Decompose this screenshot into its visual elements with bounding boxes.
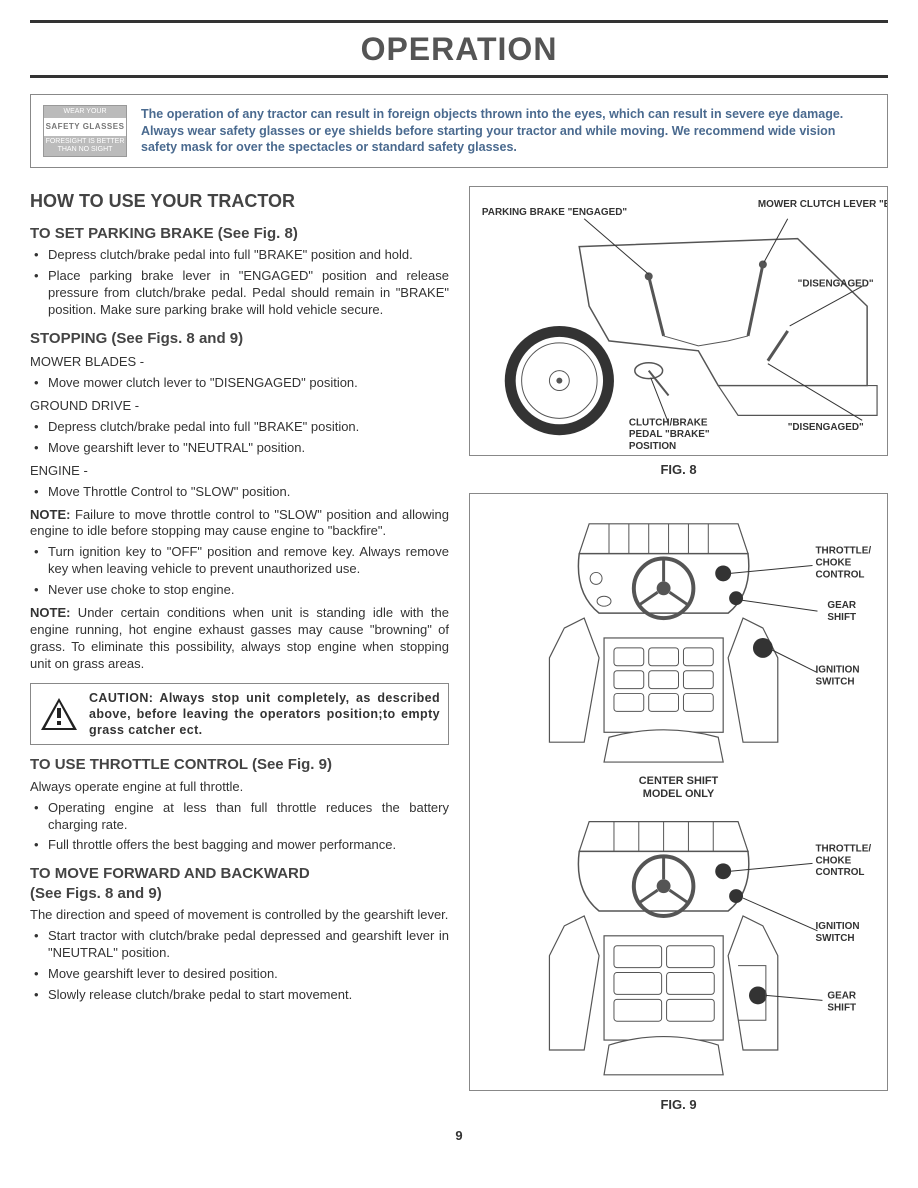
fig8-diagram: PARKING BRAKE "ENGAGED" MOWER CLUTCH LEV… — [470, 187, 887, 455]
note-text: Failure to move throttle control to "SLO… — [30, 507, 449, 539]
throttle-intro: Always operate engine at full throttle. — [30, 779, 449, 796]
note-label: NOTE: — [30, 507, 70, 522]
throttle-heading: TO USE THROTTLE CONTROL (See Fig. 9) — [30, 755, 449, 775]
move-list: Start tractor with clutch/brake pedal de… — [30, 928, 449, 1004]
move-heading-line2: (See Figs. 8 and 9) — [30, 885, 162, 902]
svg-text:IGNITION: IGNITION — [816, 921, 860, 932]
list-item: Operating engine at less than full throt… — [30, 800, 449, 834]
stopping-heading: STOPPING (See Figs. 8 and 9) — [30, 329, 449, 349]
caution-text: CAUTION: Always stop unit completely, as… — [89, 690, 440, 739]
svg-text:THROTTLE/: THROTTLE/ — [816, 844, 872, 855]
svg-text:SHIFT: SHIFT — [827, 612, 856, 623]
warning-label-mid: SAFETY GLASSES — [44, 118, 126, 136]
throttle-list: Operating engine at less than full throt… — [30, 800, 449, 855]
how-to-use-heading: HOW TO USE YOUR TRACTOR — [30, 190, 449, 213]
left-column: HOW TO USE YOUR TRACTOR TO SET PARKING B… — [30, 186, 449, 1009]
engine-list-2: Turn ignition key to "OFF" position and … — [30, 544, 449, 599]
svg-text:PEDAL "BRAKE": PEDAL "BRAKE" — [629, 430, 710, 441]
warning-box: WEAR YOUR SAFETY GLASSES FORESIGHT IS BE… — [30, 94, 888, 169]
svg-text:CENTER SHIFT: CENTER SHIFT — [639, 775, 719, 787]
move-heading: TO MOVE FORWARD AND BACKWARD (See Figs. … — [30, 864, 449, 903]
note-text: Under certain conditions when unit is st… — [30, 605, 449, 671]
svg-text:THROTTLE/: THROTTLE/ — [816, 546, 872, 557]
page-title: OPERATION — [30, 29, 888, 71]
warning-label-bottom: FORESIGHT IS BETTER THAN NO SIGHT — [44, 136, 126, 157]
page-number: 9 — [30, 1128, 888, 1145]
svg-text:IGNITION: IGNITION — [816, 665, 860, 676]
note-1: NOTE: Failure to move throttle control t… — [30, 507, 449, 541]
svg-text:CONTROL: CONTROL — [816, 868, 865, 879]
svg-text:SWITCH: SWITCH — [816, 677, 855, 688]
warning-text: The operation of any tractor can result … — [141, 106, 875, 157]
note-label: NOTE: — [30, 605, 70, 620]
svg-text:GEAR: GEAR — [827, 600, 856, 611]
svg-text:SWITCH: SWITCH — [816, 933, 855, 944]
mower-blades-list: Move mower clutch lever to "DISENGAGED" … — [30, 375, 449, 392]
note-2: NOTE: Under certain conditions when unit… — [30, 605, 449, 673]
top-rule — [30, 20, 888, 23]
list-item: Depress clutch/brake pedal into full "BR… — [30, 247, 449, 264]
list-item: Start tractor with clutch/brake pedal de… — [30, 928, 449, 962]
parking-brake-list: Depress clutch/brake pedal into full "BR… — [30, 247, 449, 319]
engine-list-1: Move Throttle Control to "SLOW" position… — [30, 484, 449, 501]
list-item: Place parking brake lever in "ENGAGED" p… — [30, 268, 449, 319]
fig9-diagram: THROTTLE/ CHOKE CONTROL GEAR SHIFT IGNIT… — [470, 494, 887, 1090]
svg-text:MOWER CLUTCH LEVER "ENGAGED": MOWER CLUTCH LEVER "ENGAGED" — [758, 199, 887, 210]
list-item: Never use choke to stop engine. — [30, 582, 449, 599]
list-item: Move Throttle Control to "SLOW" position… — [30, 484, 449, 501]
move-heading-line1: TO MOVE FORWARD AND BACKWARD — [30, 865, 310, 882]
list-item: Slowly release clutch/brake pedal to sta… — [30, 987, 449, 1004]
mower-blades-label: MOWER BLADES - — [30, 354, 449, 371]
list-item: Full throttle offers the best bagging an… — [30, 837, 449, 854]
svg-text:GEAR: GEAR — [827, 991, 856, 1002]
warning-label-top: WEAR YOUR — [44, 106, 126, 118]
engine-label: ENGINE - — [30, 463, 449, 480]
ground-drive-list: Depress clutch/brake pedal into full "BR… — [30, 419, 449, 457]
svg-text:CHOKE: CHOKE — [816, 856, 852, 867]
two-column-layout: HOW TO USE YOUR TRACTOR TO SET PARKING B… — [30, 186, 888, 1128]
list-item: Move gearshift lever to desired position… — [30, 966, 449, 983]
parking-brake-heading: TO SET PARKING BRAKE (See Fig. 8) — [30, 224, 449, 244]
title-rule — [30, 75, 888, 78]
caution-box: CAUTION: Always stop unit completely, as… — [30, 683, 449, 746]
svg-text:CLUTCH/BRAKE: CLUTCH/BRAKE — [629, 418, 708, 429]
svg-text:CONTROL: CONTROL — [816, 570, 865, 581]
svg-text:CHOKE: CHOKE — [816, 558, 852, 569]
safety-glasses-label: WEAR YOUR SAFETY GLASSES FORESIGHT IS BE… — [43, 105, 127, 158]
figure-9: THROTTLE/ CHOKE CONTROL GEAR SHIFT IGNIT… — [469, 493, 888, 1091]
list-item: Move gearshift lever to "NEUTRAL" positi… — [30, 440, 449, 457]
svg-text:"DISENGAGED": "DISENGAGED" — [788, 423, 864, 434]
fig8-caption: FIG. 8 — [469, 462, 888, 479]
svg-text:POSITION: POSITION — [629, 441, 676, 452]
svg-text:SHIFT: SHIFT — [827, 1003, 856, 1014]
list-item: Move mower clutch lever to "DISENGAGED" … — [30, 375, 449, 392]
svg-text:MODEL ONLY: MODEL ONLY — [643, 788, 715, 800]
figure-8: PARKING BRAKE "ENGAGED" MOWER CLUTCH LEV… — [469, 186, 888, 456]
move-intro: The direction and speed of movement is c… — [30, 907, 449, 924]
svg-text:PARKING BRAKE "ENGAGED": PARKING BRAKE "ENGAGED" — [482, 207, 627, 218]
list-item: Depress clutch/brake pedal into full "BR… — [30, 419, 449, 436]
fig9-caption: FIG. 9 — [469, 1097, 888, 1114]
warning-triangle-icon — [39, 696, 79, 732]
ground-drive-label: GROUND DRIVE - — [30, 398, 449, 415]
right-column: PARKING BRAKE "ENGAGED" MOWER CLUTCH LEV… — [469, 186, 888, 1128]
svg-text:"DISENGAGED": "DISENGAGED" — [798, 279, 874, 290]
list-item: Turn ignition key to "OFF" position and … — [30, 544, 449, 578]
